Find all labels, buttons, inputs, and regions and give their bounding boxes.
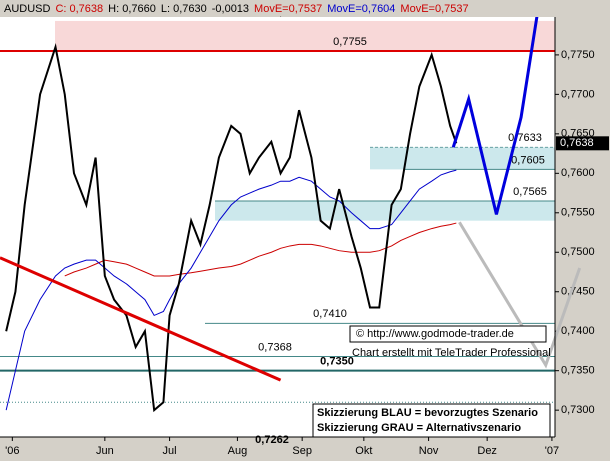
x-tick-label: '07	[545, 445, 559, 457]
x-tick-label: Sep	[292, 445, 312, 457]
level-label: 0,7262	[255, 434, 289, 446]
level-label: 0,7565	[513, 186, 547, 198]
level-label: 0,7350	[320, 356, 354, 368]
header-item: H: 0,7660	[108, 3, 156, 15]
y-tick-label: 0,7450	[561, 286, 595, 298]
level-label: 0,7410	[313, 308, 347, 320]
x-tick-label: Nov	[419, 445, 439, 457]
x-tick-label: Aug	[228, 445, 248, 457]
series-line	[64, 222, 457, 277]
note-box	[312, 403, 551, 438]
x-tick-label: Okt	[355, 445, 372, 457]
credit-box	[349, 325, 547, 343]
level-label: 0,7605	[511, 154, 545, 166]
header-item: MovE=0,7604	[327, 3, 395, 15]
trendline	[0, 256, 282, 382]
header-item: MovE=0,7537	[254, 3, 322, 15]
credit: Chart erstellt mit TeleTrader Profession…	[352, 347, 551, 359]
last-price-label: 0,7638	[560, 137, 594, 149]
header-item: MovE=0,7537	[400, 3, 468, 15]
header-item: C: 0,7638	[55, 3, 103, 15]
last-price-box	[556, 136, 609, 151]
header-item: -0,0013	[212, 3, 249, 15]
x-tick-label: Dez	[477, 445, 497, 457]
series-line	[5, 43, 458, 413]
note: Skizzierung BLAU = bevorzugtes Szenario	[317, 407, 538, 419]
resistance-zone	[55, 20, 555, 51]
y-tick-label: 0,7600	[561, 167, 595, 179]
y-tick-label: 0,7400	[561, 325, 595, 337]
y-tick-label: 0,7500	[561, 246, 595, 258]
series-line	[5, 169, 457, 411]
plot-area	[0, 17, 555, 437]
header-bar	[0, 0, 610, 16]
zone	[215, 200, 555, 221]
y-tick-label: 0,7700	[561, 88, 595, 100]
y-tick-label: 0,7750	[561, 49, 595, 61]
y-tick-label: 0,7300	[561, 404, 595, 416]
level-label: 0,7755	[333, 36, 367, 48]
x-tick-label: '06	[5, 445, 19, 457]
header-item: AUDUSD	[4, 3, 51, 15]
header-item: L: 0,7630	[161, 3, 207, 15]
scenario-line	[458, 221, 582, 369]
credit: © http://www.godmode-trader.de	[356, 328, 514, 340]
y-tick-label: 0,7550	[561, 207, 595, 219]
scenario-line	[451, 17, 539, 215]
y-tick-label: 0,7350	[561, 365, 595, 377]
x-tick-label: Jun	[96, 445, 114, 457]
x-tick-label: Jul	[163, 445, 177, 457]
level-label: 0,7368	[258, 341, 292, 353]
note: Skizzierung GRAU = Alternativszenario	[317, 422, 521, 434]
